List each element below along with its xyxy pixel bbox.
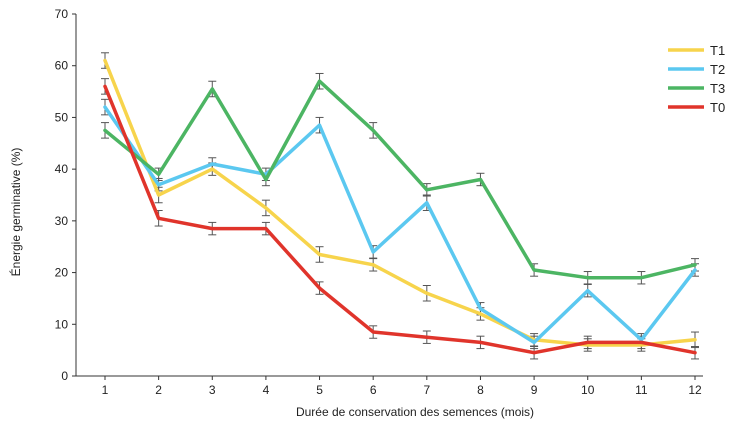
data-point-t2: [210, 162, 214, 166]
y-tick-label: 0: [61, 369, 68, 383]
data-point-t3: [586, 276, 590, 280]
data-point-t3: [425, 188, 429, 192]
x-tick-label: 11: [635, 383, 648, 397]
data-point-t0: [532, 351, 536, 355]
data-point-t3: [210, 87, 214, 91]
series-line-t0: [103, 84, 697, 355]
data-point-t3: [103, 128, 107, 132]
data-point-t2: [157, 183, 161, 187]
y-tick-label: 20: [55, 266, 69, 280]
legend-label-t2: T2: [710, 62, 725, 77]
data-point-t2: [586, 289, 590, 293]
x-tick-label: 10: [581, 383, 595, 397]
x-tick-label: 5: [316, 383, 323, 397]
data-point-t1: [318, 252, 322, 256]
y-axis-label: Énergie germinative (%): [8, 148, 23, 277]
series-line-t1: [103, 58, 697, 347]
x-tick-label: 7: [423, 383, 430, 397]
data-point-t1: [103, 59, 107, 63]
data-point-t3: [318, 79, 322, 83]
data-point-t0: [264, 227, 268, 231]
x-tick-label: 6: [370, 383, 377, 397]
y-tick-label: 70: [55, 7, 69, 21]
y-tick-label: 50: [55, 110, 69, 124]
data-point-t2: [318, 123, 322, 127]
legend-label-t3: T3: [710, 81, 725, 96]
data-point-t3: [532, 268, 536, 272]
x-tick-label: 3: [209, 383, 216, 397]
data-point-t0: [693, 351, 697, 355]
data-point-t2: [532, 340, 536, 344]
data-point-t0: [103, 84, 107, 88]
x-tick-label: 9: [531, 383, 538, 397]
x-tick-label: 4: [263, 383, 270, 397]
data-point-t1: [264, 206, 268, 210]
data-point-t2: [693, 268, 697, 272]
data-point-t0: [371, 330, 375, 334]
data-point-t0: [425, 335, 429, 339]
x-tick-label: 2: [155, 383, 162, 397]
data-point-t1: [693, 338, 697, 342]
data-point-t0: [210, 227, 214, 231]
data-point-t3: [639, 276, 643, 280]
data-point-t2: [425, 201, 429, 205]
x-tick-label: 8: [477, 383, 484, 397]
data-point-t1: [425, 291, 429, 295]
data-point-t0: [318, 286, 322, 290]
series-line-t3: [103, 79, 697, 280]
data-point-t1: [157, 193, 161, 197]
series-line-t2: [103, 105, 697, 345]
x-tick-label: 12: [688, 383, 702, 397]
data-point-t0: [157, 216, 161, 220]
data-point-t0: [639, 340, 643, 344]
data-point-t3: [264, 177, 268, 181]
data-point-t3: [693, 263, 697, 267]
data-point-t2: [478, 307, 482, 311]
data-point-t3: [157, 172, 161, 176]
y-tick-label: 60: [55, 59, 69, 73]
data-point-t2: [371, 250, 375, 254]
data-point-t0: [478, 340, 482, 344]
data-point-t1: [478, 312, 482, 316]
data-point-t1: [371, 263, 375, 267]
series-lines: [103, 58, 697, 355]
data-point-t0: [586, 340, 590, 344]
data-point-t2: [639, 338, 643, 342]
y-tick-label: 30: [55, 214, 69, 228]
x-axis-label: Durée de conservation des semences (mois…: [296, 405, 534, 419]
y-tick-label: 40: [55, 162, 69, 176]
x-tick-label: 1: [102, 383, 109, 397]
data-point-t2: [103, 105, 107, 109]
y-tick-label: 10: [55, 317, 69, 331]
data-point-t3: [478, 177, 482, 181]
data-point-t1: [210, 167, 214, 171]
legend-label-t0: T0: [710, 100, 725, 115]
data-point-t3: [371, 128, 375, 132]
error-bars: [101, 52, 699, 360]
legend-label-t1: T1: [710, 43, 725, 58]
legend: T1 T2 T3 T0: [668, 43, 725, 115]
